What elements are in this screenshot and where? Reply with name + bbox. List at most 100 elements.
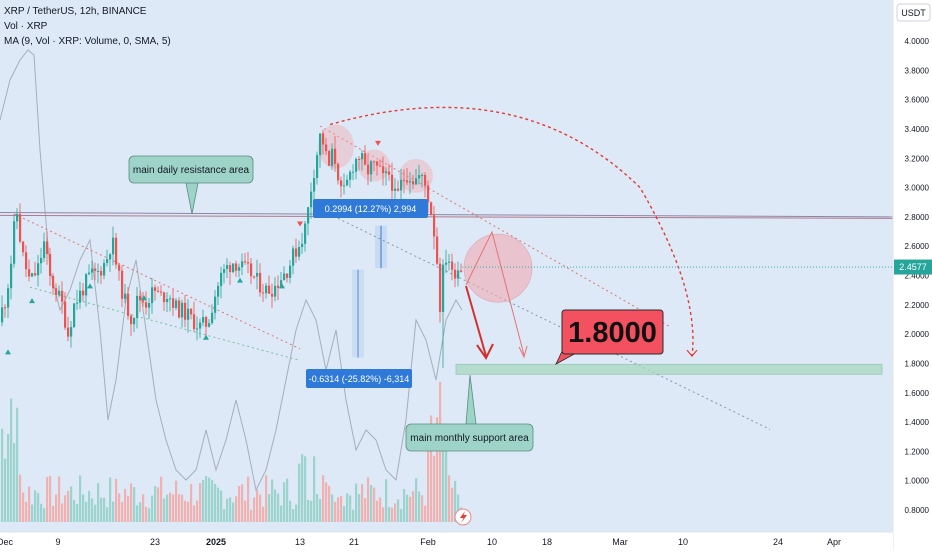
lightning-glyph — [460, 511, 467, 523]
volume-bar — [388, 507, 391, 522]
volume-bar — [73, 500, 76, 522]
symbol-title[interactable]: XRP / TetherUS, 12h, BINANCE — [4, 6, 147, 17]
volume-bar — [163, 498, 166, 522]
volume-bar — [100, 497, 103, 522]
candle-body — [403, 179, 406, 181]
volume-bar — [433, 455, 436, 522]
candle-body — [184, 302, 187, 320]
candle-body — [256, 272, 259, 277]
candle-body — [61, 290, 64, 302]
volume-bar — [244, 500, 247, 522]
candle-body — [238, 267, 241, 271]
volume-ma-line — [0, 49, 463, 492]
volume-bar — [283, 482, 286, 522]
volume-bar — [415, 478, 418, 522]
time-axis[interactable] — [0, 532, 893, 550]
volume-legend[interactable]: Vol · XRP — [4, 21, 48, 32]
last-price-value: 2.4577 — [899, 262, 927, 272]
candle-body — [364, 153, 367, 165]
volume-bar — [304, 456, 307, 522]
time-tick-8: 18 — [542, 537, 552, 547]
volume-bar — [454, 480, 457, 522]
candle-body — [265, 285, 268, 294]
volume-bars — [1, 382, 463, 522]
volume-bar — [184, 500, 187, 522]
price-tick-13: 1.4000 — [905, 418, 930, 427]
volume-bar — [70, 486, 73, 522]
candle-body — [397, 188, 400, 191]
price-axis[interactable] — [893, 0, 932, 550]
candle-body — [292, 248, 295, 266]
volume-bar — [442, 426, 445, 522]
volume-bar — [436, 417, 439, 522]
volume-bar — [181, 494, 184, 522]
buy-signal-marker — [87, 283, 93, 289]
volume-bar — [346, 493, 349, 522]
volume-bar — [313, 456, 316, 522]
candle-body — [121, 270, 124, 299]
volume-bar — [97, 482, 100, 522]
candle-body — [283, 273, 286, 281]
candle-body — [157, 290, 160, 292]
candle-body — [220, 272, 223, 286]
volume-bar — [109, 477, 112, 522]
ma-legend[interactable]: MA (9, Vol · XRP: Volume, 0, SMA, 5) — [4, 36, 171, 47]
support-zone — [455, 363, 883, 375]
candle-body — [310, 191, 313, 208]
price-tick-11: 1.8000 — [905, 359, 930, 368]
candle-body — [307, 207, 310, 224]
volume-bar — [160, 476, 163, 522]
volume-bar — [55, 494, 58, 522]
price-axis-ticks: 4.0000 3.8000 3.6000 3.4000 3.2000 3.0000 2.80… — [905, 37, 930, 515]
candle-body — [136, 295, 139, 319]
volume-bar — [190, 483, 193, 522]
candle-body — [451, 261, 454, 270]
measure-down-range — [352, 269, 364, 358]
candle-body — [88, 272, 91, 275]
candle-body — [370, 161, 373, 175]
candle-body — [145, 302, 148, 308]
candle-body — [367, 164, 370, 175]
resistance-callout — [128, 155, 254, 184]
downtrend-line-green — [29, 286, 301, 361]
time-tick-12: Apr — [827, 537, 841, 547]
buy-signal-marker — [141, 295, 147, 301]
volume-bar — [52, 505, 55, 522]
candle-body — [106, 259, 109, 264]
candle-body — [445, 262, 448, 265]
candle-body — [97, 270, 100, 272]
symbol-legend[interactable]: XRP / TetherUS, 12h, BINANCE Vol · XRP M… — [4, 6, 171, 47]
volume-bar — [355, 483, 358, 522]
volume-bar — [148, 508, 151, 522]
volume-bar — [43, 508, 46, 522]
volume-bar — [193, 505, 196, 522]
price-tick-5: 3.0000 — [905, 184, 930, 193]
volume-bar — [343, 506, 346, 522]
support-callout — [405, 423, 534, 452]
volume-bar — [247, 476, 250, 522]
candle-body — [388, 171, 391, 175]
volume-bar — [310, 500, 313, 522]
volume-bar — [103, 497, 106, 522]
volume-bar — [262, 506, 265, 522]
volume-bar — [172, 494, 175, 522]
candle-body — [322, 133, 325, 145]
candle-body — [67, 327, 70, 337]
candle-body — [424, 175, 427, 186]
candle-body — [85, 274, 88, 296]
currency-badge[interactable] — [896, 3, 931, 22]
volume-bar — [322, 475, 325, 522]
volume-bar — [259, 494, 262, 522]
candle-body — [94, 268, 97, 271]
candle-body — [199, 322, 202, 329]
candle-body — [37, 263, 40, 276]
candle-body — [277, 285, 280, 288]
candle-body — [169, 298, 172, 300]
volume-bar — [394, 503, 397, 522]
candle-body — [427, 185, 430, 203]
signal-markers — [5, 140, 381, 355]
volume-bar — [211, 479, 214, 522]
volume-bar — [49, 476, 52, 522]
annotations: 0.2994 (12.27%) 2,994 -0.6314 (-25.82%) -… — [128, 155, 893, 452]
candle-body — [295, 248, 298, 257]
